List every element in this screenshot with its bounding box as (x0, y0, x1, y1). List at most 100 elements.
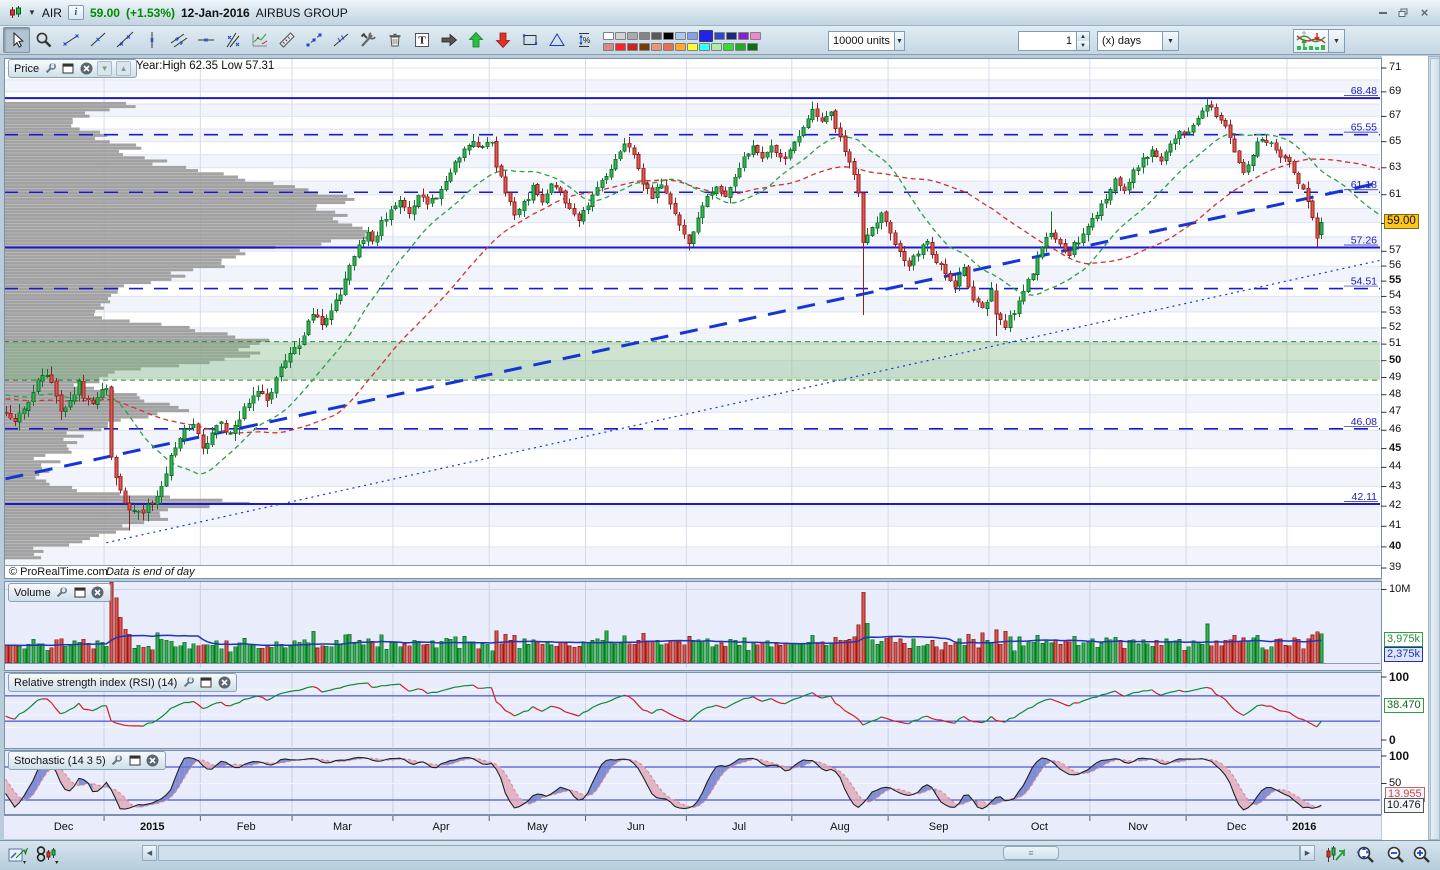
month-label: 2015 (139, 821, 165, 833)
duplicate-icon[interactable] (73, 586, 87, 599)
zoom-in-icon[interactable] (1410, 843, 1434, 867)
tool-vertical-line-icon[interactable] (138, 27, 165, 53)
duplicate-icon[interactable] (199, 676, 213, 689)
close-icon[interactable] (146, 754, 160, 767)
color-swatch[interactable] (675, 42, 686, 51)
color-swatch[interactable] (663, 31, 674, 40)
color-swatch[interactable] (615, 42, 626, 51)
color-swatch[interactable] (735, 42, 746, 51)
axis-tick-label: 65 (1389, 134, 1402, 147)
color-swatch[interactable] (615, 31, 626, 40)
quantity-value: 1 (1065, 35, 1072, 47)
tool-trend-intersect-icon[interactable] (327, 27, 354, 53)
scroll-right-arrow[interactable]: ▶ (1300, 845, 1315, 861)
scroll-left-arrow[interactable]: ◀ (142, 845, 157, 861)
tool-triangle-icon[interactable] (543, 27, 570, 53)
chevron-down-icon[interactable]: ▼ (28, 8, 36, 17)
rsi-pane-label: Relative strength index (RSI) (14) (14, 676, 178, 689)
color-swatch[interactable] (726, 31, 737, 40)
zoom-fit-icon[interactable] (1352, 843, 1380, 867)
axis-tick-label: 39 (1389, 561, 1402, 574)
period-select[interactable]: (x) days ▼ (1097, 31, 1179, 51)
tool-line-icon[interactable] (111, 27, 138, 53)
tool-delete-all-icon[interactable] (381, 27, 408, 53)
export-chart-icon[interactable] (6, 843, 32, 867)
color-swatch[interactable] (723, 42, 734, 51)
vertical-scrollbar-thumb[interactable] (1430, 58, 1440, 840)
color-swatch[interactable] (651, 42, 662, 51)
chevron-down-icon[interactable]: ▼ (893, 32, 904, 50)
color-swatch[interactable] (651, 31, 662, 40)
axis-tick-label: 57 (1389, 244, 1402, 257)
info-icon[interactable]: i (67, 5, 84, 20)
quantity-stepper[interactable]: 1 ▲ ▼ (1018, 31, 1090, 51)
color-swatch[interactable] (750, 31, 761, 40)
vertical-scrollbar[interactable] (1428, 56, 1440, 840)
tool-horizontal-line-icon[interactable] (192, 27, 219, 53)
wrench-icon[interactable] (43, 62, 57, 75)
tool-channel-icon[interactable] (165, 27, 192, 53)
close-icon[interactable] (91, 586, 105, 599)
tool-annotation-icon[interactable] (246, 27, 273, 53)
color-swatch[interactable] (663, 42, 674, 51)
tool-ray-icon[interactable] (84, 27, 111, 53)
tool-select-icon[interactable] (3, 27, 30, 53)
tool-percent-measure-icon[interactable]: % (570, 27, 597, 53)
tool-arrow-up-icon[interactable] (462, 27, 489, 53)
color-swatch[interactable] (687, 42, 698, 51)
wrench-icon[interactable] (181, 676, 195, 689)
horizontal-scrollbar[interactable] (158, 845, 1300, 861)
chart-type-button[interactable]: ▼ (1293, 29, 1345, 53)
wrench-icon[interactable] (110, 754, 124, 767)
color-swatch[interactable] (639, 42, 650, 51)
color-swatch[interactable] (699, 42, 710, 51)
tool-tools-icon[interactable] (354, 27, 381, 53)
move-up-icon[interactable]: ▲ (116, 61, 132, 76)
chevron-down-icon[interactable]: ▼ (1328, 30, 1344, 52)
horizontal-scrollbar-thumb[interactable]: ≡ (1003, 846, 1059, 860)
color-swatch[interactable] (603, 31, 614, 40)
zoom-out-icon[interactable] (1384, 843, 1408, 867)
month-label: Jun (627, 821, 645, 833)
spinner-arrows[interactable]: ▲ ▼ (1076, 32, 1089, 50)
tool-arrow-down-icon[interactable] (489, 27, 516, 53)
candlestick-icon[interactable] (8, 6, 22, 19)
link-instrument-icon[interactable] (34, 843, 60, 867)
tool-ruler-icon[interactable] (273, 27, 300, 53)
axis-tick-label: 10M (1389, 582, 1411, 595)
tool-rectangle-icon[interactable] (516, 27, 543, 53)
title-bar: ▼ AIR i 59.00 (+1.53%) 12-Jan-2016 AIRBU… (0, 0, 1440, 26)
tool-segment-icon[interactable] (57, 27, 84, 53)
color-swatch[interactable] (627, 31, 638, 40)
year-high-low: Year:High 62.35 Low 57.31 (136, 60, 275, 72)
tool-zoom-icon[interactable] (30, 27, 57, 53)
close-button[interactable]: × (1420, 4, 1429, 20)
close-icon[interactable] (79, 62, 93, 75)
wrench-icon[interactable] (55, 586, 69, 599)
restore-button[interactable] (1396, 6, 1411, 19)
color-swatch[interactable] (711, 42, 722, 51)
move-down-icon[interactable]: ▼ (97, 61, 113, 76)
tool-polyline-icon[interactable] (300, 27, 327, 53)
chevron-down-icon[interactable]: ▼ (1162, 32, 1178, 50)
axis-tick-label: 45 (1389, 441, 1402, 454)
duplicate-icon[interactable] (128, 754, 142, 767)
color-swatch[interactable] (747, 42, 758, 51)
close-icon[interactable] (217, 676, 231, 689)
drawing-toolbar: T% (0, 26, 1440, 55)
color-swatch[interactable] (627, 42, 638, 51)
color-swatch[interactable] (675, 31, 686, 40)
color-swatch[interactable] (738, 31, 749, 40)
color-swatch[interactable] (714, 31, 725, 40)
color-swatch[interactable] (699, 29, 713, 42)
tool-pitchfork-icon[interactable] (219, 27, 246, 53)
tool-text-icon[interactable]: T (408, 27, 435, 53)
color-swatch[interactable] (639, 31, 650, 40)
duplicate-icon[interactable] (61, 62, 75, 75)
color-swatch[interactable] (603, 42, 614, 51)
tool-arrow-right-icon[interactable] (435, 27, 462, 53)
units-select[interactable]: 10000 units ▼ (828, 31, 905, 51)
minimize-button[interactable] (1375, 6, 1390, 19)
compare-chart-icon[interactable] (1322, 843, 1348, 867)
color-swatch[interactable] (687, 31, 698, 40)
